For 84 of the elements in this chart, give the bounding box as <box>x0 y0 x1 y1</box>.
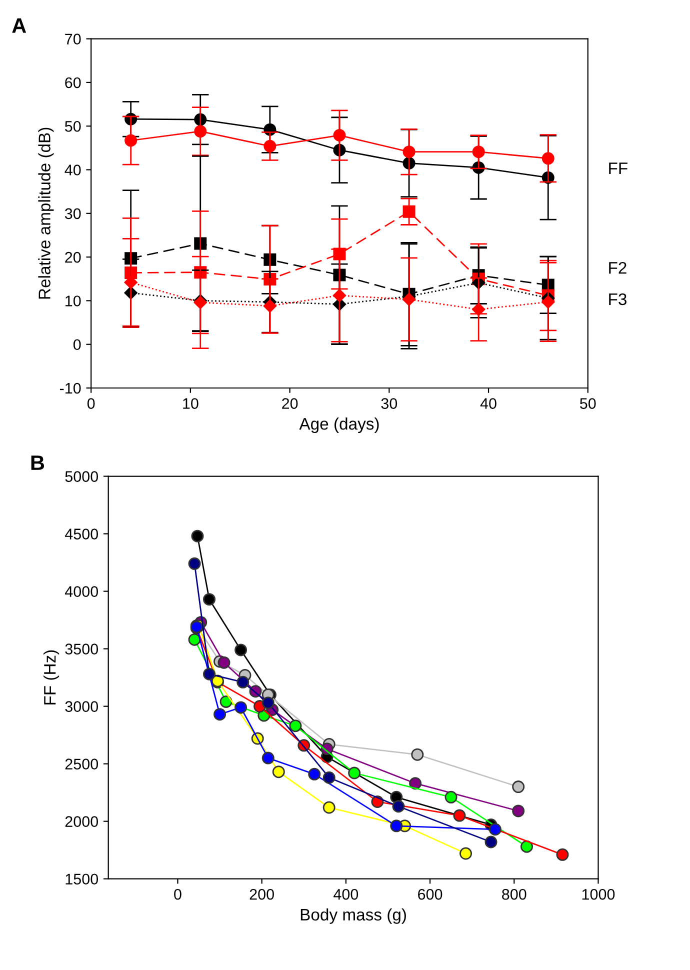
y-axis-title: Relative amplitude (dB) <box>38 128 54 299</box>
point <box>409 777 422 790</box>
y-tick-label: 3000 <box>65 701 98 712</box>
point <box>234 644 248 656</box>
point <box>214 708 226 721</box>
x-tick-label: 30 <box>381 398 398 409</box>
x-tick-label: 400 <box>334 888 358 900</box>
point <box>472 302 486 316</box>
point <box>520 840 533 853</box>
point <box>542 295 555 309</box>
point <box>234 701 248 714</box>
y-tick-label: 50 <box>64 120 81 132</box>
point <box>453 809 466 822</box>
point <box>308 768 321 780</box>
chart-title: B <box>31 456 44 470</box>
point <box>402 292 416 306</box>
point <box>390 820 403 832</box>
point <box>542 152 554 165</box>
point <box>444 790 458 804</box>
x-axis-title: Age (days) <box>299 418 379 434</box>
point <box>484 836 498 848</box>
point <box>472 146 485 158</box>
point <box>124 276 138 289</box>
point <box>289 720 302 732</box>
y-tick-label: 60 <box>65 77 81 88</box>
point <box>218 656 230 669</box>
x-tick-label: 200 <box>250 888 274 900</box>
point <box>460 847 472 860</box>
point <box>333 268 346 282</box>
point <box>203 668 216 680</box>
point <box>512 804 525 818</box>
point <box>188 633 201 646</box>
point <box>191 530 204 542</box>
point <box>203 593 216 606</box>
point <box>262 752 274 764</box>
point <box>262 696 274 710</box>
point <box>272 766 285 778</box>
y-tick-label: 70 <box>65 34 81 44</box>
chart-title: A <box>12 18 26 33</box>
x-tick-label: 0 <box>174 888 182 900</box>
y-tick-label: 2000 <box>65 816 98 827</box>
y-tick-label: -10 <box>60 382 81 394</box>
point <box>333 129 346 142</box>
y-tick-label: 20 <box>65 252 81 263</box>
point <box>322 801 336 814</box>
point <box>402 205 416 218</box>
text: FF <box>609 162 628 174</box>
point <box>263 299 277 313</box>
text: F3 <box>609 293 626 306</box>
point <box>220 695 232 708</box>
point <box>392 800 405 813</box>
point <box>402 146 416 158</box>
point <box>332 288 346 302</box>
y-tick-label: 2500 <box>65 758 98 770</box>
y-axis-title: FF (Hz) <box>44 650 60 704</box>
point <box>194 125 207 138</box>
y-tick-label: 10 <box>66 296 81 306</box>
x-tick-label: 600 <box>418 888 442 900</box>
y-tick-label: 3500 <box>65 644 98 654</box>
y-tick-label: 4000 <box>64 586 98 597</box>
x-axis-title: Body mass (g) <box>300 908 406 924</box>
y-tick-label: 0 <box>73 339 81 350</box>
x-tick-label: 50 <box>580 398 596 409</box>
x-tick-label: 20 <box>282 398 298 409</box>
point <box>348 766 361 780</box>
point <box>264 140 276 152</box>
x-tick-label: 40 <box>480 398 496 409</box>
y-tick-label: 30 <box>64 208 81 220</box>
point <box>488 823 502 836</box>
point <box>322 771 336 784</box>
point <box>556 848 569 861</box>
y-tick-label: 5000 <box>65 471 98 482</box>
y-tick-label: 1500 <box>66 874 98 885</box>
x-tick-label: 10 <box>183 398 198 409</box>
point <box>236 676 250 688</box>
x-tick-label: 800 <box>502 888 526 900</box>
point <box>124 134 138 147</box>
point <box>188 557 201 570</box>
y-tick-label: 40 <box>64 164 81 176</box>
x-tick-label: 1000 <box>582 888 615 900</box>
point <box>512 780 525 794</box>
text: F2 <box>609 262 626 274</box>
y-tick-label: 4500 <box>64 528 98 540</box>
point <box>411 748 424 761</box>
